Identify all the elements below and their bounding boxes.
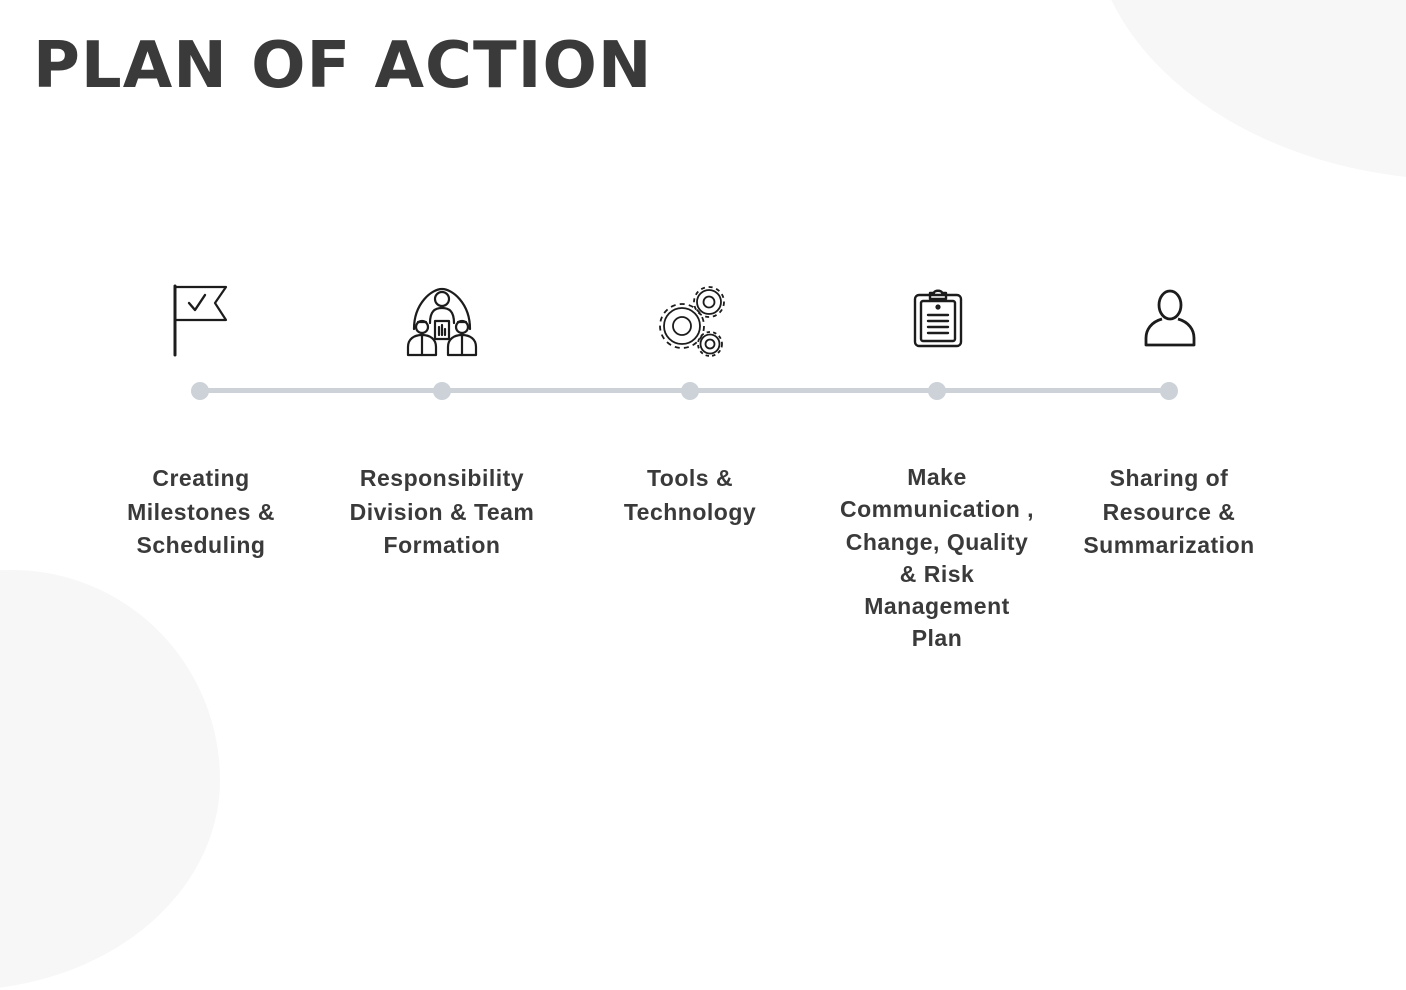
step-label: Creating Milestones & Scheduling bbox=[127, 465, 275, 558]
gears-icon bbox=[659, 286, 725, 357]
timeline-dot bbox=[681, 382, 699, 400]
clipboard-icon bbox=[913, 289, 963, 348]
background-blob-top bbox=[1090, 0, 1406, 180]
page-title: PLAN OF ACTION bbox=[33, 29, 653, 103]
flag-check-icon bbox=[173, 284, 228, 357]
team-icon bbox=[406, 287, 478, 357]
step-label: Sharing of Resource & Summarization bbox=[1083, 465, 1255, 558]
timeline-dot bbox=[1160, 382, 1178, 400]
timeline-dot bbox=[928, 382, 946, 400]
timeline-dot bbox=[191, 382, 209, 400]
background-blob-bottom bbox=[0, 570, 220, 990]
step-label: Make Communication , Change, Quality & R… bbox=[839, 464, 1035, 652]
step-label: Responsibility Division & Team Formation bbox=[349, 465, 535, 558]
user-icon bbox=[1144, 289, 1196, 347]
step-label: Tools & Technology bbox=[623, 465, 757, 525]
timeline-dot bbox=[433, 382, 451, 400]
